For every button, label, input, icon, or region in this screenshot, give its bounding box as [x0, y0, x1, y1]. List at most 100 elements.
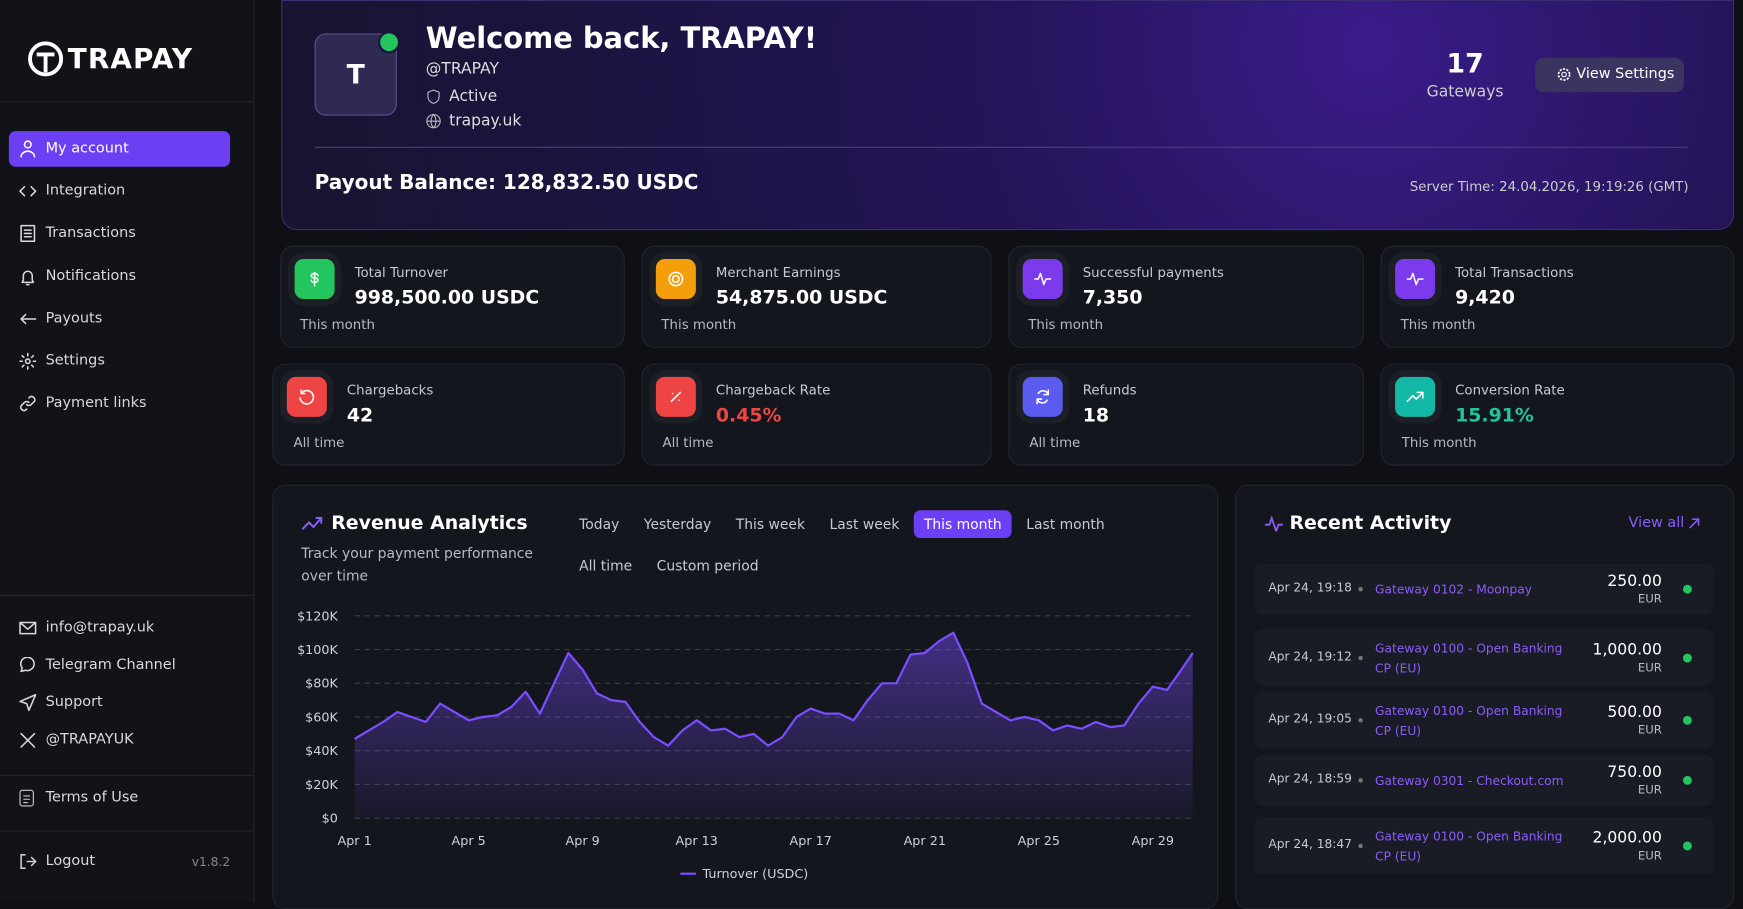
period-button[interactable]: Custom period — [656, 556, 759, 574]
stat-label: Total Transactions — [1455, 264, 1574, 281]
icon — [310, 271, 319, 287]
contact-item[interactable]: @TRAPAYUK — [9, 722, 230, 758]
stat-card: Chargebacks 42 All time — [272, 363, 625, 466]
icon — [1036, 389, 1050, 405]
activity-gateway[interactable]: Gateway 0102 - Moonpay — [1375, 582, 1533, 597]
nav-label: Payouts — [45, 310, 103, 327]
period-button[interactable]: Last month — [1026, 515, 1105, 533]
nav-label: Notifications — [45, 267, 137, 285]
activity-currency: EUR — [1637, 848, 1662, 863]
icon — [19, 693, 37, 712]
period-button[interactable]: This month — [913, 510, 1012, 539]
activity-time: Apr 24, 19:18 — [1268, 580, 1352, 595]
icon — [20, 732, 36, 748]
period-button[interactable]: This week — [735, 515, 806, 533]
activity-gateway[interactable]: Gateway 0100 - Open Banking CP (EU) — [1375, 703, 1563, 739]
activity-amount: 500.00 — [1607, 703, 1662, 722]
nav-item[interactable]: Transactions — [9, 216, 230, 252]
stat-value: 0.45% — [715, 404, 782, 427]
handle: @TRAPAY — [425, 60, 499, 78]
y-tick-label: $120K — [297, 609, 338, 624]
icon — [20, 224, 36, 242]
shield-icon — [427, 89, 440, 104]
stat-value: 42 — [346, 404, 374, 427]
stat-period: This month — [300, 316, 375, 333]
gateways-count: 17 — [1446, 47, 1484, 79]
activity-amount: 750.00 — [1607, 763, 1662, 782]
stat-period: This month — [1028, 316, 1104, 333]
icon — [299, 389, 315, 405]
nav-item[interactable]: Settings — [9, 343, 230, 379]
brand: TRAPAY — [67, 42, 194, 75]
icon — [20, 140, 36, 158]
line — [354, 631, 1194, 747]
button-label: View Settings — [1576, 65, 1675, 83]
header-card: T Welcome back, TRAPAY! @TRAPAY Active t… — [281, 0, 1735, 231]
period-button[interactable]: Last week — [829, 515, 900, 533]
logout-link[interactable]: Logout — [9, 844, 230, 880]
stat-card: Successful payments 7,350 This month — [1008, 245, 1364, 348]
x-tick-label: Apr 29 — [1132, 834, 1174, 849]
period-button[interactable]: Today — [579, 515, 620, 533]
stat-label: Successful payments — [1082, 264, 1224, 281]
contact-item[interactable]: info@trapay.uk — [9, 610, 230, 646]
icon — [19, 352, 37, 370]
stat-icon — [655, 259, 696, 300]
nav-item[interactable]: Payouts — [9, 301, 230, 337]
online-badge — [377, 31, 401, 54]
legend-label: Turnover (USDC) — [702, 867, 809, 882]
view-settings-button[interactable]: View Settings — [1535, 57, 1685, 93]
stat-icon — [1395, 259, 1436, 300]
activity-gateway[interactable]: Gateway 0100 - Open Banking CP (EU) — [1375, 640, 1563, 676]
terms-link[interactable]: Terms of Use — [9, 780, 230, 816]
nav-label: My account — [45, 140, 129, 157]
x-tick-label: Apr 9 — [566, 834, 600, 849]
activity-amount: 250.00 — [1607, 572, 1662, 591]
payout-balance: Payout Balance: 128,832.50 USDC — [314, 171, 699, 195]
icon — [21, 270, 35, 286]
stat-label: Total Turnover — [354, 264, 449, 281]
y-tick-label: $40K — [305, 744, 338, 759]
bullet — [1358, 586, 1363, 592]
trend-icon — [301, 517, 323, 530]
view-all-link[interactable]: View all — [1628, 514, 1685, 532]
status-dot — [1682, 715, 1692, 725]
period-button[interactable]: Yesterday — [643, 515, 712, 533]
pulse-icon — [1265, 515, 1283, 532]
stat-value: 54,875.00 USDC — [715, 286, 888, 310]
period-filters: Today Yesterday This week Last week This mon… — [567, 510, 1145, 592]
nav-item[interactable]: Notifications — [9, 259, 230, 295]
divider — [314, 146, 1688, 148]
stat-period: This month — [661, 316, 737, 333]
nav-item[interactable]: My account — [8, 131, 231, 167]
stat-icon — [1395, 376, 1436, 417]
y-tick-label: $80K — [305, 677, 338, 692]
contact-item[interactable]: Telegram Channel — [9, 648, 230, 684]
activity-gateway[interactable]: Gateway 0301 - Checkout.com — [1375, 773, 1564, 789]
stat-label: Chargebacks — [346, 382, 434, 398]
activity-gateway[interactable]: Gateway 0100 - Open Banking CP (EU) — [1375, 828, 1563, 864]
y-tick-label: $20K — [305, 778, 338, 793]
nav-item[interactable]: Payment links — [9, 386, 230, 422]
stat-value: 18 — [1082, 404, 1110, 427]
activity-amount: 1,000.00 — [1592, 640, 1662, 659]
stat-period: All time — [293, 434, 345, 451]
contact-item[interactable]: Support — [9, 685, 230, 721]
stat-label: Refunds — [1082, 382, 1137, 398]
period-button[interactable]: All time — [579, 556, 633, 574]
x-tick-label: Apr 21 — [904, 834, 946, 849]
activity-currency: EUR — [1637, 783, 1662, 798]
contact-label: info@trapay.uk — [45, 619, 155, 636]
stat-card: Chargeback Rate 0.45% All time — [641, 363, 992, 466]
y-tick-label: $60K — [305, 710, 338, 725]
x-tick-label: Apr 25 — [1018, 834, 1060, 849]
nav-item[interactable]: Integration — [9, 173, 230, 209]
nav-label: Integration — [45, 182, 126, 199]
x-tick-label: Apr 13 — [676, 834, 718, 849]
x-tick-label: Apr 1 — [337, 834, 371, 849]
activity-time: Apr 24, 19:12 — [1268, 648, 1352, 664]
activity-row: Apr 24, 19:18 Gateway 0102 - Moonpay 250.0… — [1253, 563, 1715, 615]
stat-card: Total Transactions 9,420 This month — [1380, 245, 1735, 348]
stat-icon — [1022, 376, 1063, 417]
